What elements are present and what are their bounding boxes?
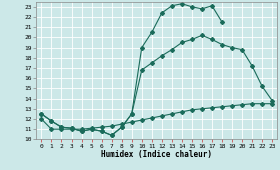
- X-axis label: Humidex (Indice chaleur): Humidex (Indice chaleur): [101, 150, 212, 159]
